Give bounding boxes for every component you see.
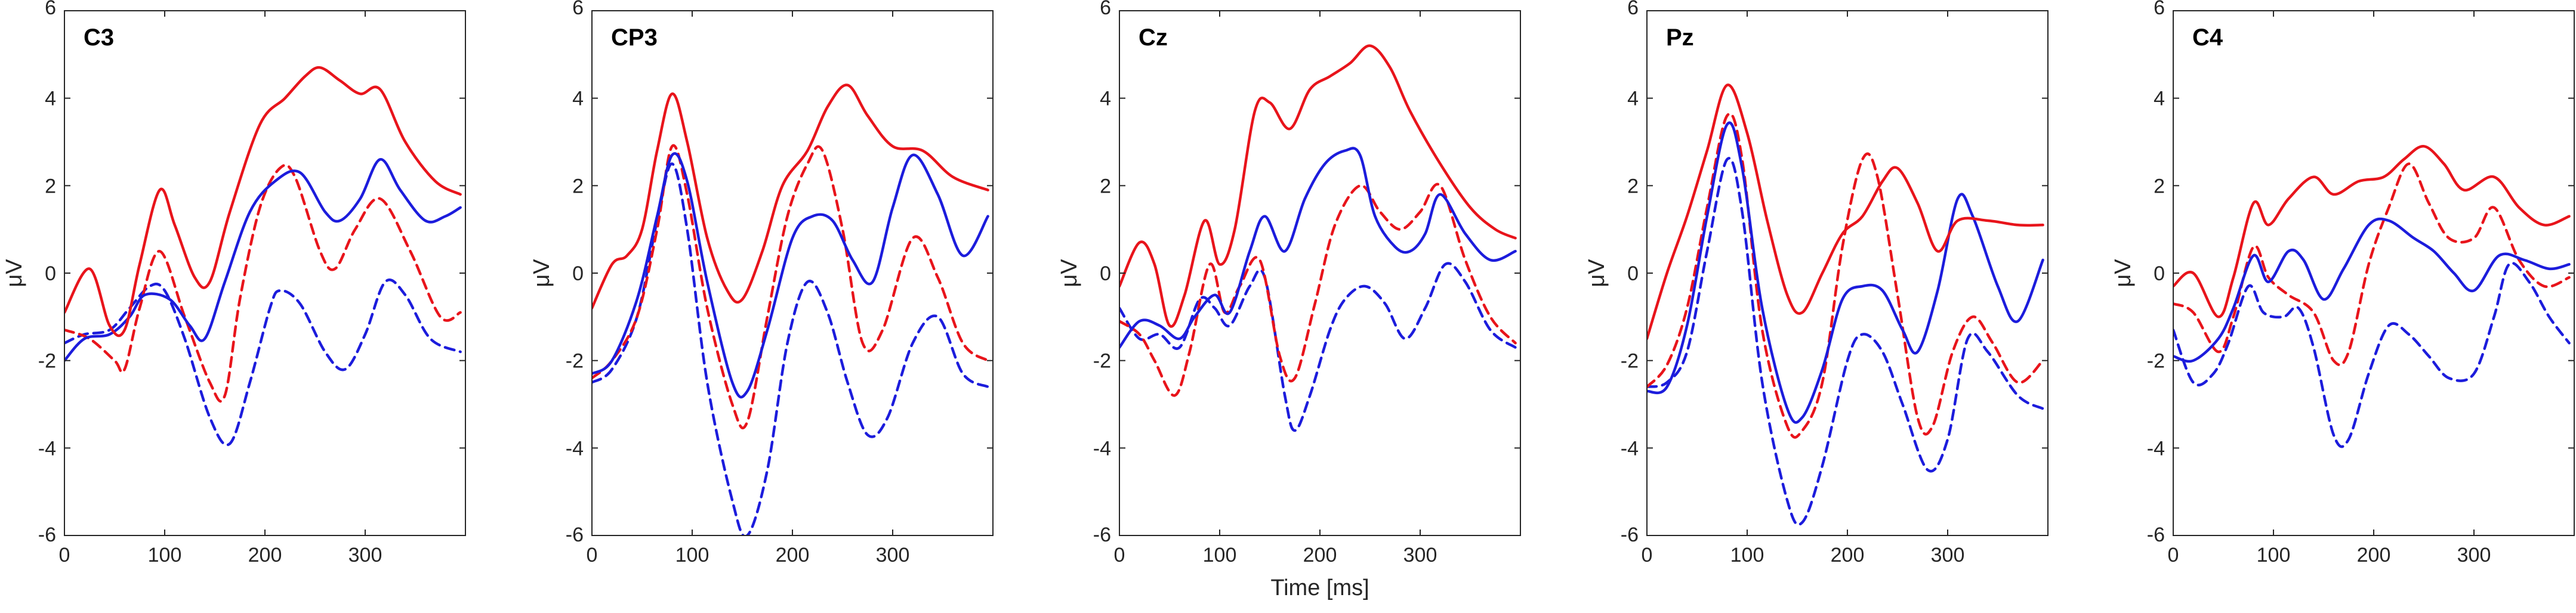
y-tick-label: 6 <box>45 0 56 19</box>
y-tick-label: 4 <box>45 88 56 110</box>
plot-frame <box>1646 10 2049 536</box>
series-group <box>1119 44 1517 432</box>
y-tick-label: 4 <box>1627 88 1639 110</box>
series-line-red-dashed <box>2173 162 2571 367</box>
x-tick-label: 200 <box>1303 544 1337 566</box>
series-line-red-dashed <box>64 163 462 403</box>
series-line-blue-dashed <box>64 278 462 447</box>
y-tick-label: -4 <box>566 437 584 460</box>
x-tick-label: 0 <box>2168 544 2179 566</box>
y-tick-label: -2 <box>38 350 56 373</box>
panel-pz: -6 -4 -2 0 2 4 6 0 100 200 300 Pz μV <box>1584 0 2049 566</box>
panel-cp3: -6 -4 -2 0 2 4 6 0 100 200 300 CP3 μV <box>529 0 994 566</box>
panel-title: Cz <box>1139 24 1168 51</box>
series-line-red-dashed <box>1647 112 2044 439</box>
y-tick-label: -6 <box>566 524 584 546</box>
y-tick-label: -2 <box>1093 350 1111 373</box>
y-tick-label: 0 <box>572 262 584 285</box>
y-tick-label: 6 <box>1100 0 1111 19</box>
y-axis-label: μV <box>2111 259 2136 287</box>
series-group <box>592 83 989 535</box>
y-tick-label: -4 <box>1093 437 1111 460</box>
y-tick-label: -4 <box>1621 437 1639 460</box>
panel-title: CP3 <box>611 24 658 51</box>
x-tick-label: 100 <box>1730 544 1764 566</box>
panel-title: Pz <box>1666 24 1694 51</box>
series-line-blue-dashed <box>592 162 989 535</box>
y-tick-label: -2 <box>566 350 584 373</box>
y-tick-label: 6 <box>572 0 584 19</box>
y-axis-label: μV <box>1584 259 1609 287</box>
panel-cz: -6 -4 -2 0 2 4 6 0 100 200 300 Cz μV <box>1057 0 1521 566</box>
y-tick-label: -2 <box>1621 350 1639 373</box>
y-tick-label: -6 <box>1621 524 1639 546</box>
y-tick-label: 2 <box>1100 175 1111 197</box>
y-tick-label: 4 <box>572 88 584 110</box>
x-tick-label: 100 <box>2257 544 2291 566</box>
y-tick-label: 2 <box>45 175 56 197</box>
x-tick-label: 100 <box>1203 544 1237 566</box>
x-tick-label: 200 <box>248 544 282 566</box>
panel-c3: -6 -4 -2 0 2 4 6 0 100 200 300 C3 μV <box>2 0 466 566</box>
panel-c4: -6 -4 -2 0 2 4 6 0 100 200 300 C4 μV <box>2111 0 2575 566</box>
y-tick-label: 6 <box>2154 0 2165 19</box>
y-tick-label: 4 <box>1100 88 1111 110</box>
series-line-blue-solid <box>1647 121 2044 424</box>
y-tick-label: 2 <box>572 175 584 197</box>
y-tick-label: 6 <box>1627 0 1639 19</box>
x-tick-label: 0 <box>59 544 70 566</box>
panel-title: C3 <box>84 24 114 51</box>
y-tick-label: -4 <box>38 437 56 460</box>
series-line-blue-solid <box>64 158 462 362</box>
series-line-blue-solid <box>2173 217 2571 363</box>
x-tick-label: 0 <box>1114 544 1125 566</box>
panel-title: C4 <box>2192 24 2223 51</box>
plot-frame <box>64 10 466 536</box>
x-tick-label: 200 <box>2357 544 2391 566</box>
y-tick-label: 4 <box>2154 88 2165 110</box>
x-tick-label: 0 <box>587 544 598 566</box>
series-line-blue-dashed <box>2173 261 2571 448</box>
series-line-blue-dashed <box>1119 262 1517 432</box>
series-line-red-solid <box>2173 145 2571 318</box>
x-tick-label: 300 <box>2457 544 2491 566</box>
x-tick-label: 200 <box>776 544 810 566</box>
series-line-blue-dashed <box>1647 157 2044 527</box>
y-axis-label: μV <box>1057 259 1082 287</box>
y-tick-label: -6 <box>1093 524 1111 546</box>
x-tick-label: 300 <box>1403 544 1437 566</box>
x-tick-label: 300 <box>348 544 382 566</box>
y-tick-label: 0 <box>2154 262 2165 285</box>
series-group <box>64 66 462 447</box>
y-tick-label: 2 <box>2154 175 2165 197</box>
y-tick-label: -6 <box>2147 524 2165 546</box>
plot-frame <box>591 10 994 536</box>
y-tick-label: -4 <box>2147 437 2165 460</box>
series-group <box>2173 145 2571 448</box>
series-line-red-solid <box>1119 44 1517 328</box>
series-group <box>1647 83 2044 527</box>
x-tick-label: 300 <box>1931 544 1965 566</box>
y-axis-label: μV <box>2 259 27 287</box>
series-line-blue-solid <box>1119 147 1517 349</box>
y-tick-label: -2 <box>2147 350 2165 373</box>
series-line-red-solid <box>64 66 462 338</box>
series-line-red-solid <box>592 83 989 309</box>
y-tick-label: 0 <box>45 262 56 285</box>
series-line-blue-solid <box>592 152 989 399</box>
y-tick-label: -6 <box>38 524 56 546</box>
series-line-red-solid <box>1647 83 2044 340</box>
y-tick-label: 0 <box>1100 262 1111 285</box>
series-line-red-dashed <box>1119 182 1517 397</box>
y-tick-label: 2 <box>1627 175 1639 197</box>
x-tick-label: 0 <box>1642 544 1653 566</box>
y-axis-label: μV <box>529 259 554 287</box>
y-tick-label: 0 <box>1627 262 1639 285</box>
x-tick-label: 100 <box>675 544 709 566</box>
x-axis-label: Time [ms] <box>1270 575 1369 600</box>
x-tick-label: 100 <box>148 544 182 566</box>
x-tick-label: 300 <box>876 544 910 566</box>
x-tick-label: 200 <box>1831 544 1865 566</box>
